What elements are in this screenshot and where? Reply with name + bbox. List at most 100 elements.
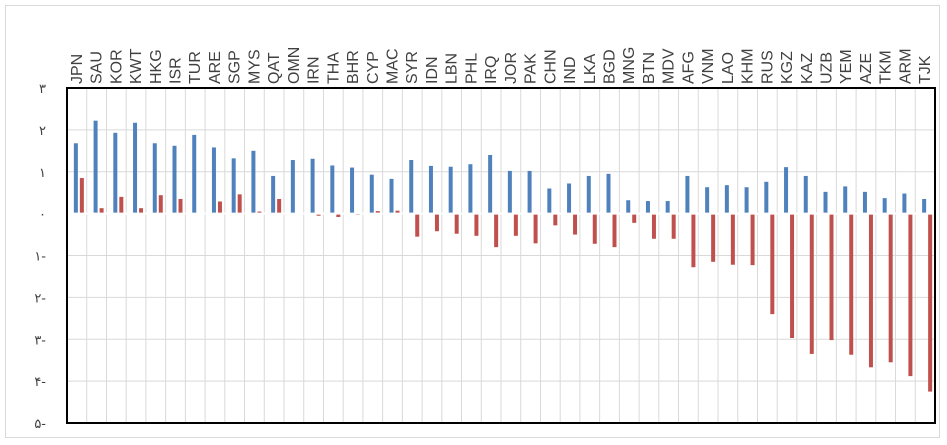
bar-series-1-btn [645, 201, 650, 214]
category-label-bhr: BHR [345, 50, 362, 84]
category-label-isr: ISR [168, 57, 185, 84]
category-label-idn: IDN [424, 56, 441, 84]
bar-series-1-arm [902, 193, 907, 214]
category-label-hkg: HKG [148, 49, 165, 84]
bar-series-2-lao [730, 213, 735, 265]
bar-series-2-arm [908, 213, 913, 377]
bar-series-1-idn [428, 165, 433, 214]
bar-series-1-phl [468, 164, 473, 214]
category-label-yem: YEM [838, 49, 855, 84]
bar-series-2-sgp [237, 194, 242, 214]
bars [73, 120, 933, 392]
category-label-kaz: KAZ [799, 53, 816, 84]
category-label-qat: QAT [266, 52, 283, 84]
category-label-tur: TUR [187, 51, 204, 84]
bar-series-2-phl [474, 213, 479, 236]
bar-series-2-btn [651, 213, 656, 239]
bar-series-1-sau [93, 120, 98, 214]
bar-series-2-ind [573, 213, 578, 235]
category-label-phl: PHL [463, 53, 480, 84]
bar-series-1-irn [310, 158, 315, 214]
bar-series-1-tur [192, 134, 197, 214]
bar-series-1-mdv [665, 201, 670, 214]
bar-series-2-irq [494, 213, 499, 248]
category-label-cyp: CYP [365, 51, 382, 84]
category-label-tjk: TJK [917, 55, 934, 84]
category-label-lbn: LBN [444, 53, 461, 84]
category-label-mys: MYS [246, 49, 263, 84]
bar-series-2-lbn [454, 213, 459, 234]
bar-series-2-are [217, 201, 222, 214]
bar-series-1-tjk [922, 198, 927, 214]
y-tick-label: ۱- [34, 250, 46, 265]
bar-series-1-mac [389, 178, 394, 214]
bar-series-1-vnm [705, 187, 710, 214]
gridlines [66, 87, 936, 424]
bar-series-1-jpn [73, 143, 78, 214]
bar-series-2-cyp [375, 211, 380, 214]
bar-series-1-lka [586, 175, 591, 214]
category-label-bgd: BGD [602, 49, 619, 84]
category-label-irq: IRQ [483, 56, 500, 84]
bar-series-2-rus [770, 213, 775, 315]
bar-series-2-lka [592, 213, 597, 244]
category-label-kor: KOR [108, 49, 125, 84]
bar-series-2-khm [750, 213, 755, 266]
y-tick-label: ۵- [34, 417, 46, 432]
bar-series-2-aze [868, 213, 873, 368]
bar-series-2-vnm [711, 213, 716, 262]
bar-series-2-kwt [139, 208, 144, 214]
y-tick-label: ۱ [39, 166, 46, 181]
y-tick-label: ۲- [34, 291, 46, 306]
bar-series-2-jor [513, 213, 518, 236]
category-label-kgz: KGZ [779, 51, 796, 84]
bar-series-1-hkg [152, 143, 157, 214]
bar-series-2-mys [257, 211, 262, 214]
category-label-omn: OMN [286, 47, 303, 84]
bar-series-1-bgd [606, 173, 611, 214]
category-label-mdv: MDV [661, 48, 678, 84]
bar-series-2-jpn [79, 178, 84, 214]
category-label-mac: MAC [385, 48, 402, 84]
y-tick-label: ۲ [39, 124, 46, 139]
y-tick-label: ۴- [34, 375, 46, 390]
bar-series-1-chn [547, 188, 552, 214]
bar-series-1-rus [764, 181, 769, 214]
bar-series-2-syr [415, 213, 420, 237]
category-label-are: ARE [207, 51, 224, 84]
bar-series-1-are [211, 147, 216, 214]
category-labels: JPN SAU KOR KWT HKG ISR TUR ARE SGP MYS QAT OMN IRN T… [69, 47, 934, 84]
plot-border [66, 87, 936, 424]
bar-series-1-qat [271, 175, 276, 214]
bar-series-1-kaz [803, 175, 808, 214]
category-label-sau: SAU [89, 51, 106, 84]
bar-series-1-uzb [823, 191, 828, 214]
bar-series-2-pak [533, 213, 538, 244]
category-label-kwt: KWT [128, 48, 145, 84]
bar-series-2-sau [99, 208, 104, 214]
bar-series-2-yem [849, 213, 854, 355]
axes [66, 87, 936, 424]
category-label-sgp: SGP [227, 50, 244, 84]
category-label-lka: LKA [582, 53, 599, 84]
category-label-chn: CHN [542, 49, 559, 84]
bar-series-2-mng [632, 213, 637, 223]
category-label-aze: AZE [858, 53, 875, 84]
bar-series-1-kgz [784, 167, 789, 214]
category-label-lao: LAO [720, 52, 737, 84]
bar-series-2-mdv [671, 213, 676, 239]
bar-series-1-cyp [369, 174, 374, 214]
bar-series-2-kor [119, 196, 124, 214]
bar-series-2-qat [277, 198, 282, 214]
bar-series-1-jor [507, 170, 512, 214]
bar-series-1-lao [724, 185, 729, 214]
bar-series-2-tha [336, 213, 341, 217]
bar-series-2-isr [178, 198, 183, 214]
bar-series-1-lbn [448, 166, 453, 214]
bar-series-1-yem [843, 186, 848, 214]
bar-series-1-mys [251, 150, 256, 214]
y-tick-label: ۳ [39, 82, 46, 97]
bar-series-1-mng [626, 200, 631, 214]
bar-series-2-kaz [809, 213, 814, 354]
